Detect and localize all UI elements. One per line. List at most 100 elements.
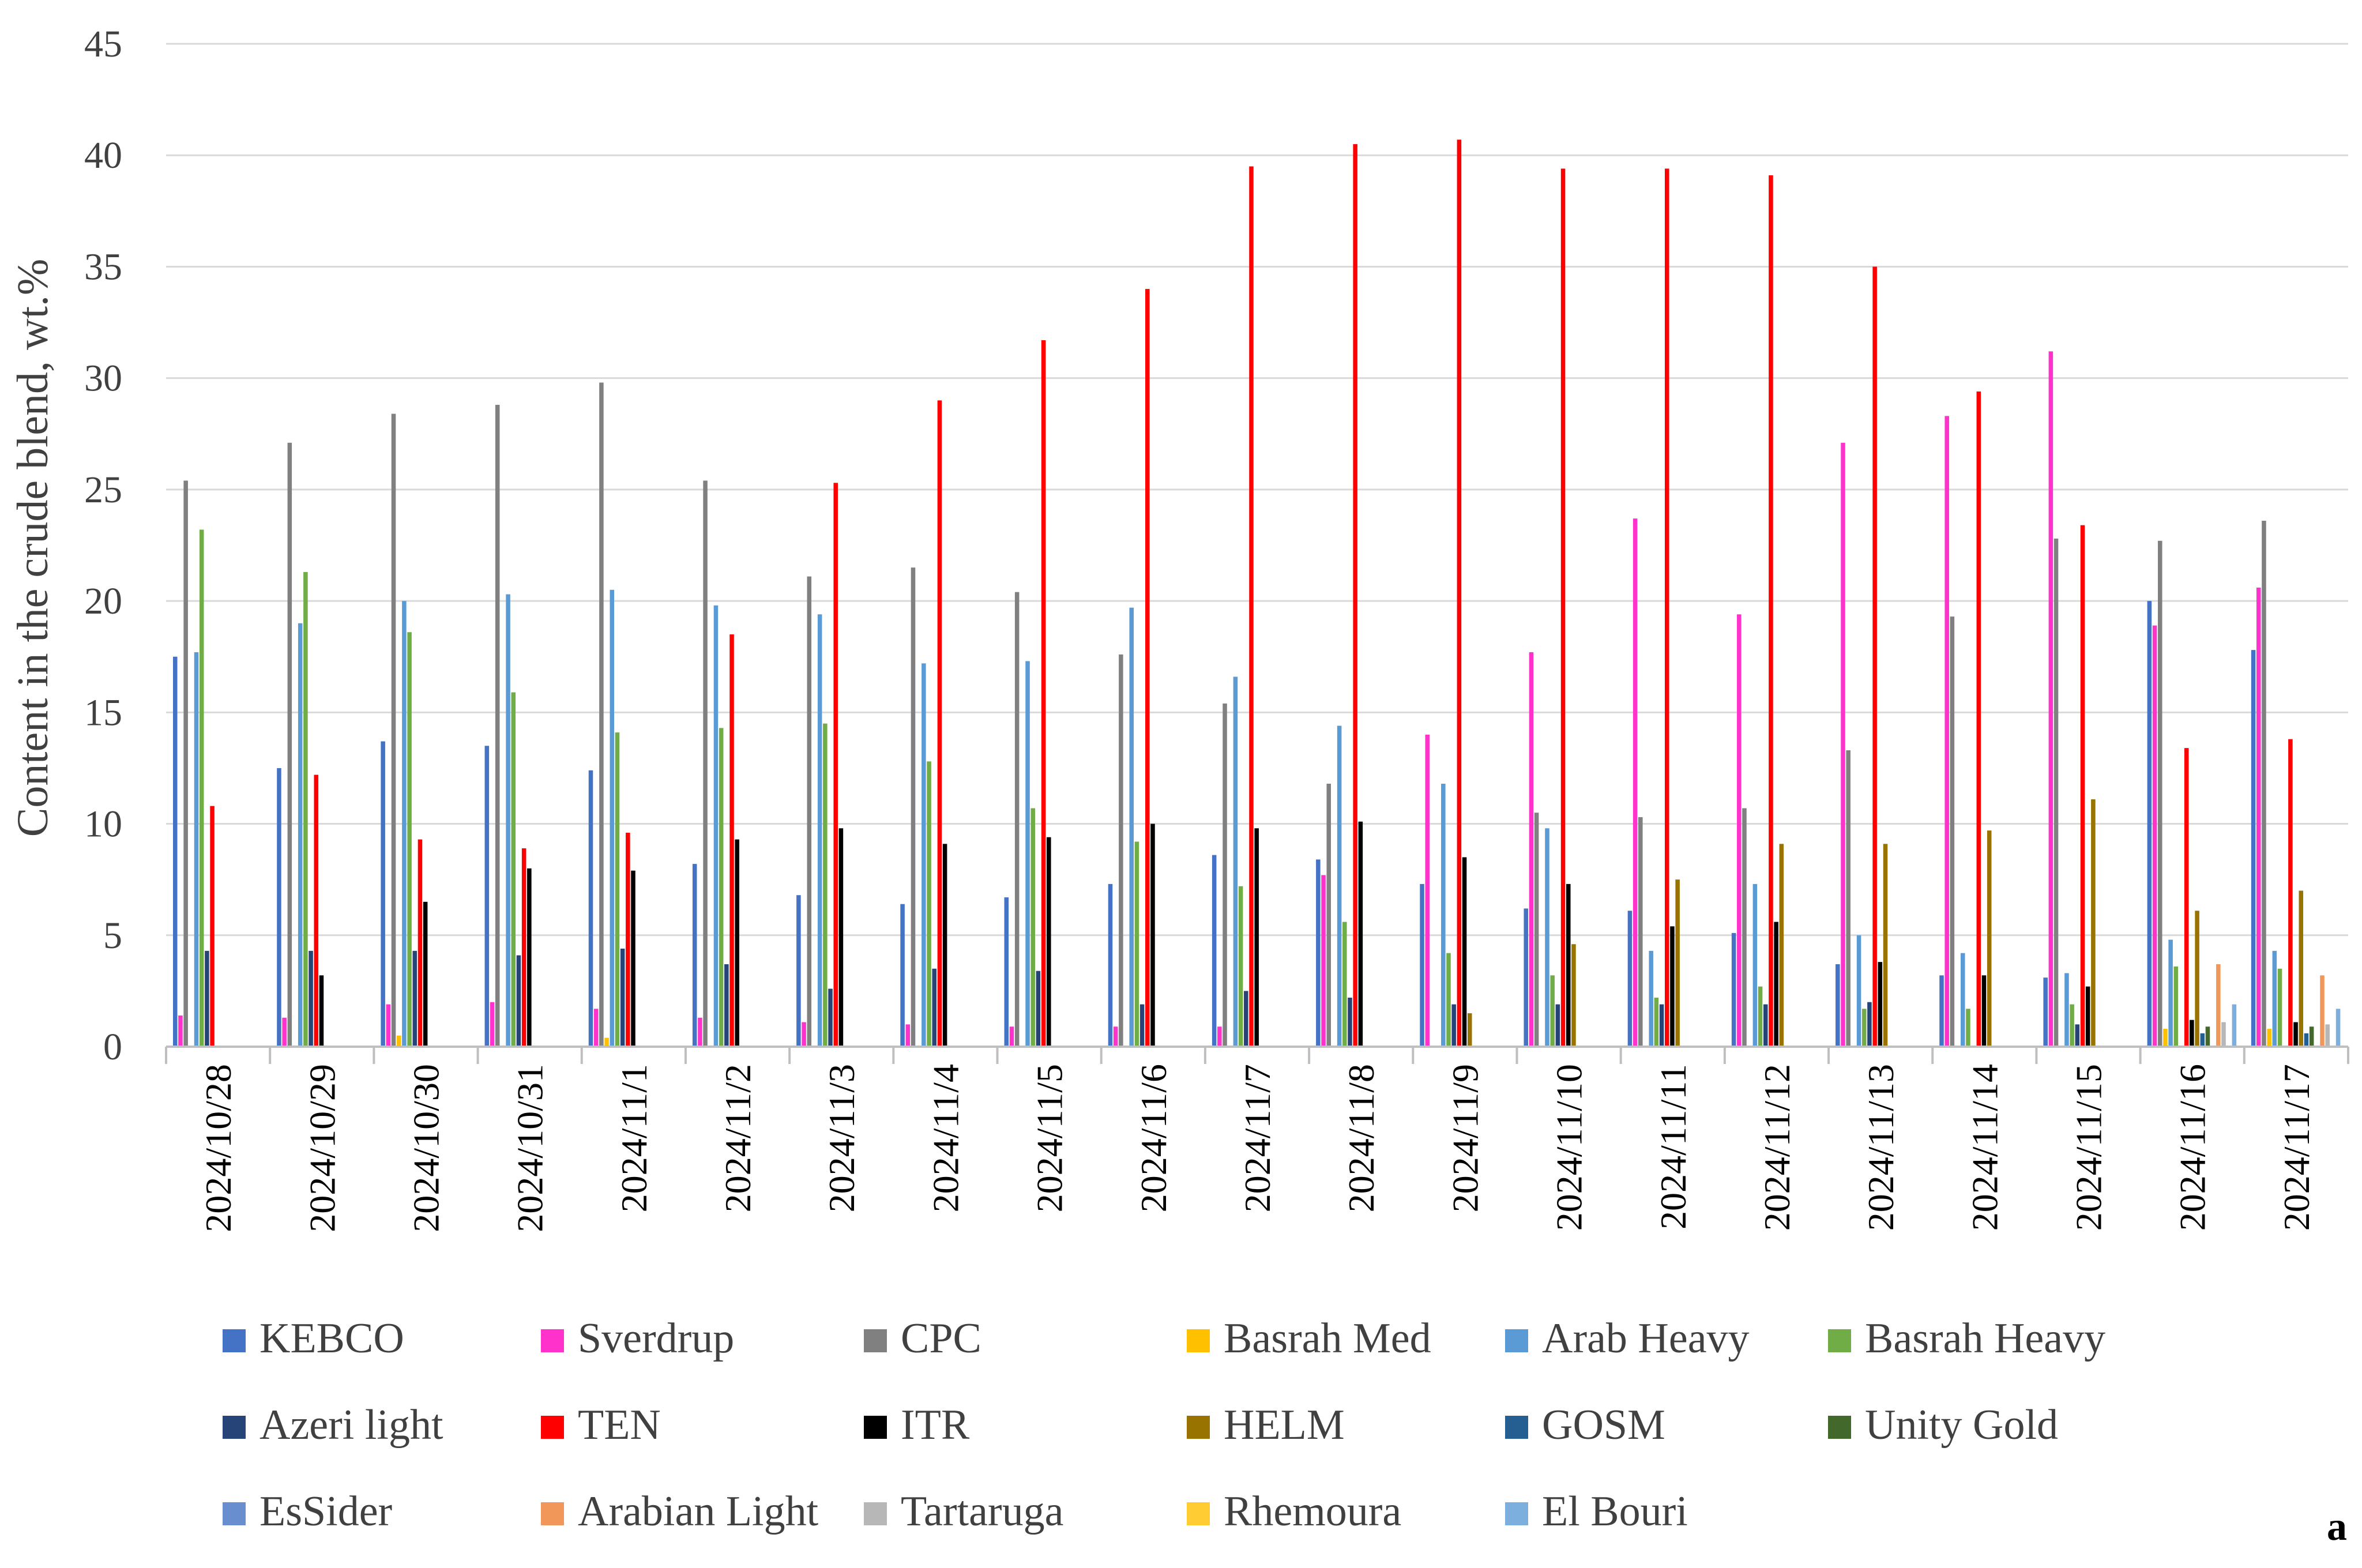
x-tick-label: 2024/11/1 xyxy=(614,1064,655,1212)
bar xyxy=(396,1035,401,1047)
bar xyxy=(620,948,625,1047)
x-tick-label: 2024/11/2 xyxy=(717,1064,758,1212)
bar xyxy=(1944,416,1949,1047)
bar xyxy=(1134,841,1139,1047)
bar xyxy=(1841,442,1845,1047)
bar xyxy=(2262,520,2266,1047)
bar xyxy=(178,1015,183,1047)
x-tick-label: 2024/10/29 xyxy=(302,1064,343,1232)
bar xyxy=(1836,964,1840,1047)
bar xyxy=(418,839,423,1047)
bar xyxy=(516,955,521,1047)
legend-label: CPC xyxy=(901,1315,981,1362)
bar xyxy=(2200,1033,2205,1047)
bar xyxy=(1223,703,1227,1047)
bar xyxy=(1670,926,1675,1047)
bar xyxy=(1566,883,1571,1047)
bar xyxy=(1238,886,1243,1047)
bar xyxy=(1731,932,1736,1047)
bar xyxy=(173,656,178,1047)
bar xyxy=(1353,144,1357,1047)
x-tick-label: 2024/10/28 xyxy=(198,1064,239,1232)
bar xyxy=(2205,1026,2210,1047)
bar xyxy=(2288,739,2293,1047)
legend-label: EsSider xyxy=(259,1488,392,1535)
bar xyxy=(911,567,916,1047)
bar xyxy=(2152,625,2157,1047)
bar xyxy=(2053,538,2059,1047)
bar xyxy=(1233,676,1238,1047)
bar xyxy=(1254,828,1259,1047)
bar xyxy=(2085,986,2090,1047)
bar xyxy=(194,652,199,1047)
y-tick-label: 0 xyxy=(103,1026,122,1068)
bar xyxy=(2272,950,2277,1047)
legend-label: Basrah Med xyxy=(1224,1315,1431,1362)
bar xyxy=(386,1004,391,1047)
legend-swatch xyxy=(1505,1329,1528,1352)
bar xyxy=(937,400,942,1047)
legend-swatch xyxy=(223,1416,246,1439)
legend-label: Rhemoura xyxy=(1224,1488,1401,1535)
bar xyxy=(1758,986,1763,1047)
y-tick-label: 45 xyxy=(84,23,122,65)
bar xyxy=(2147,601,2152,1047)
bar xyxy=(1627,911,1633,1047)
legend-label: Basrah Heavy xyxy=(1865,1315,2105,1362)
bar xyxy=(2256,587,2261,1047)
panel-label: a xyxy=(2327,1505,2347,1549)
bar xyxy=(729,634,734,1047)
bar xyxy=(412,950,418,1047)
bar xyxy=(1752,883,1758,1047)
y-tick-label: 5 xyxy=(103,915,122,957)
bar xyxy=(527,868,532,1047)
legend-label: ITR xyxy=(901,1401,970,1449)
y-tick-label: 10 xyxy=(84,803,122,845)
bar xyxy=(298,623,303,1047)
x-axis-ticks: 2024/10/28 2024/10/29 2024/10/30 2024/10/31… xyxy=(198,1064,2317,1232)
legend-swatch xyxy=(541,1329,564,1352)
bar xyxy=(2299,890,2304,1047)
bar xyxy=(1358,821,1363,1047)
bar xyxy=(1664,168,1669,1047)
legend-swatch xyxy=(541,1502,564,1525)
bar xyxy=(1774,922,1778,1047)
bar xyxy=(1129,607,1134,1047)
bar xyxy=(1337,725,1342,1047)
x-tick-label: 2024/10/31 xyxy=(510,1064,551,1232)
x-tick-label: 2024/11/17 xyxy=(2276,1064,2317,1231)
bar xyxy=(615,732,620,1047)
bar xyxy=(2335,1009,2341,1047)
bar xyxy=(2163,1029,2168,1047)
y-tick-label: 20 xyxy=(84,580,122,622)
bar xyxy=(1872,266,1877,1047)
legend-swatch xyxy=(1187,1329,1210,1352)
bar xyxy=(1960,953,1965,1047)
bar xyxy=(1939,975,1944,1047)
bar xyxy=(495,405,500,1047)
bar xyxy=(2064,973,2069,1047)
legend-label: KEBCO xyxy=(259,1315,404,1362)
bar xyxy=(1529,652,1534,1047)
bar xyxy=(2075,1024,2080,1047)
bar xyxy=(802,1022,806,1047)
bar xyxy=(2070,1004,2074,1047)
bar xyxy=(1249,166,1254,1047)
bar xyxy=(927,761,931,1047)
bar xyxy=(1976,391,1981,1047)
bar xyxy=(1014,592,1020,1047)
legend-label: Tartaruga xyxy=(901,1488,1063,1535)
legend-swatch xyxy=(1505,1502,1528,1525)
bar xyxy=(1025,661,1030,1047)
bar xyxy=(1420,883,1424,1047)
x-axis xyxy=(165,1046,2349,1064)
legend: KEBCO Sverdrup CPC Basrah Med Arab Heavy Basr… xyxy=(223,1315,2105,1535)
bar xyxy=(900,904,905,1047)
bar xyxy=(2304,1033,2309,1047)
bar xyxy=(599,382,604,1047)
x-tick-label: 2024/11/7 xyxy=(1237,1064,1278,1212)
bar xyxy=(703,480,708,1047)
y-axis-ticks: 0 5 10 15 20 25 30 35 40 45 xyxy=(84,23,122,1068)
x-tick-label: 2024/11/11 xyxy=(1653,1064,1694,1229)
